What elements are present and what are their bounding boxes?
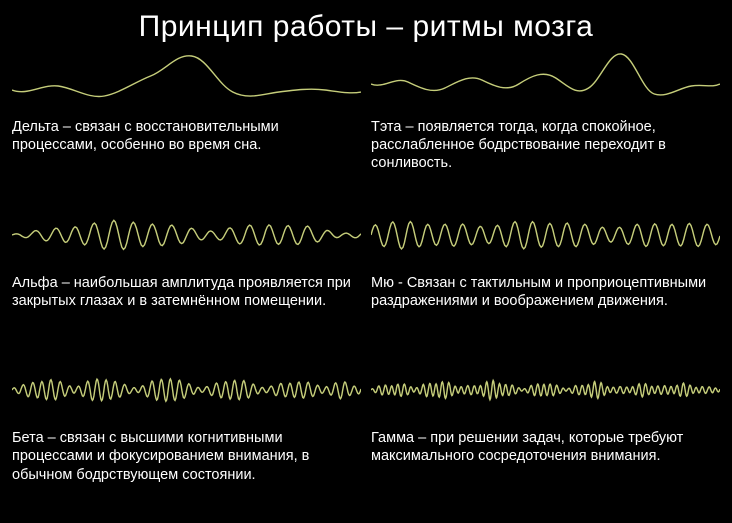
wave-grid: Дельта – связан с восстановительными про… bbox=[0, 44, 732, 519]
cell-gamma: Гамма – при решении задач, которые требу… bbox=[371, 355, 720, 511]
desc-gamma: Гамма – при решении задач, которые требу… bbox=[371, 425, 720, 465]
gamma-path bbox=[371, 381, 720, 400]
wave-theta bbox=[371, 44, 720, 114]
page-title: Принцип работы – ритмы мозга bbox=[0, 0, 732, 44]
beta-path bbox=[12, 379, 361, 401]
delta-path bbox=[12, 56, 361, 97]
wave-mu bbox=[371, 200, 720, 270]
cell-mu: Мю - Связан с тактильным и проприоцептив… bbox=[371, 200, 720, 356]
wave-gamma bbox=[371, 355, 720, 425]
desc-delta: Дельта – связан с восстановительными про… bbox=[12, 114, 361, 154]
desc-theta: Тэта – появляется тогда, когда спокойное… bbox=[371, 114, 720, 172]
desc-alpha: Альфа – наибольшая амплитуда проявляется… bbox=[12, 270, 361, 310]
mu-path bbox=[371, 221, 720, 248]
wave-alpha bbox=[12, 200, 361, 270]
alpha-path bbox=[12, 220, 361, 249]
wave-beta bbox=[12, 355, 361, 425]
cell-beta: Бета – связан с высшими когнитивными про… bbox=[12, 355, 361, 511]
desc-beta: Бета – связан с высшими когнитивными про… bbox=[12, 425, 361, 483]
cell-delta: Дельта – связан с восстановительными про… bbox=[12, 44, 361, 200]
cell-theta: Тэта – появляется тогда, когда спокойное… bbox=[371, 44, 720, 200]
wave-delta bbox=[12, 44, 361, 114]
desc-mu: Мю - Связан с тактильным и проприоцептив… bbox=[371, 270, 720, 310]
cell-alpha: Альфа – наибольшая амплитуда проявляется… bbox=[12, 200, 361, 356]
theta-path bbox=[371, 54, 720, 95]
